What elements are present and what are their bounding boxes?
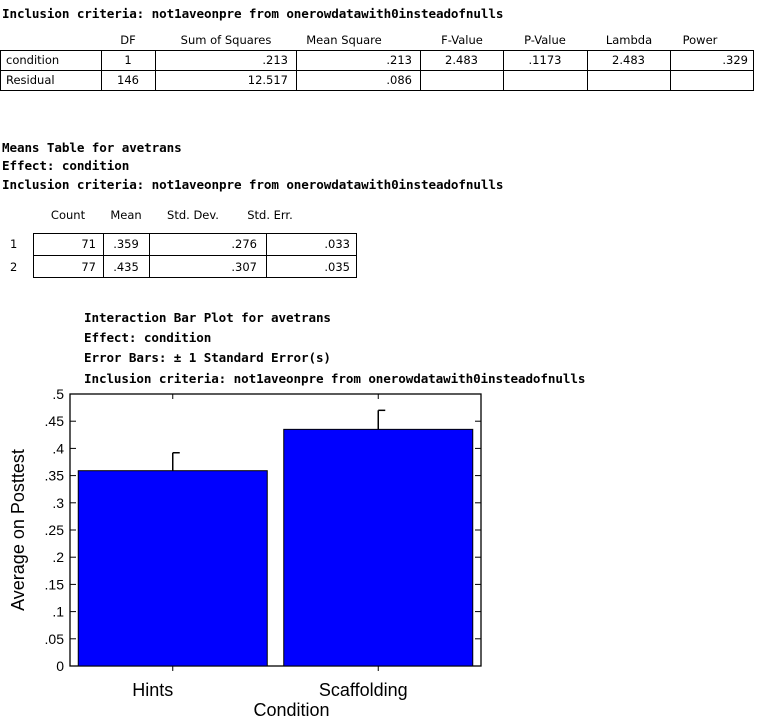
anova-cell: .1173: [528, 53, 562, 67]
anova-col-ss: Sum of Squares: [180, 33, 272, 47]
means-cell: .035: [324, 260, 350, 274]
y-tick-label: .25: [45, 522, 65, 538]
means-cell: .307: [231, 260, 257, 274]
means-cell: .276: [231, 237, 257, 251]
y-tick-label: .35: [45, 468, 65, 484]
y-tick-label: .2: [52, 549, 64, 565]
y-tick-label: .1: [52, 604, 64, 620]
bar-chart: 0 .05 .1 .15 .2 .25 .3 .35 .4 .45 .5 Hints Scaffoldi…: [8, 386, 482, 720]
anova-col-f: F-Value: [441, 33, 483, 47]
means-cell: 77: [81, 260, 96, 274]
anova-cell: .213: [386, 53, 412, 67]
anova-inclusion-header: Inclusion criteria: not1aveonpre from on…: [2, 6, 504, 21]
anova-cell: 1: [124, 53, 132, 67]
means-row-label: 1: [10, 237, 18, 251]
anova-col-p: P-Value: [524, 33, 566, 47]
anova-row-label: Residual: [6, 73, 55, 87]
anova-cell: .086: [386, 73, 412, 87]
y-tick-label: .5: [52, 386, 64, 402]
y-tick-label: .15: [45, 576, 65, 592]
plot-title: Interaction Bar Plot for avetrans: [84, 310, 331, 325]
means-cell: 71: [81, 237, 96, 251]
y-tick-label: .3: [52, 495, 64, 511]
means-inclusion: Inclusion criteria: not1aveonpre from on…: [2, 177, 504, 192]
bar-hints: [77, 470, 268, 667]
plot-inclusion: Inclusion criteria: not1aveonpre from on…: [84, 371, 586, 386]
means-col-count: Count: [50, 208, 86, 222]
means-col-se: Std. Err.: [247, 208, 293, 222]
anova-cell: .213: [262, 53, 288, 67]
bar-scaffolding: [283, 428, 474, 667]
plot-error-bars: Error Bars: ± 1 Standard Error(s): [84, 350, 331, 365]
y-tick-label: .05: [45, 631, 65, 647]
anova-cell: 2.483: [612, 53, 645, 67]
anova-col-power: Power: [682, 33, 718, 47]
anova-cell: 146: [117, 73, 139, 87]
means-cell: .435: [113, 260, 139, 274]
y-axis-title: Average on Posttest: [8, 449, 28, 611]
y-tick-label: .4: [52, 440, 64, 456]
means-effect: Effect: condition: [2, 158, 130, 173]
x-axis-title: Condition: [253, 700, 329, 720]
means-title: Means Table for avetrans: [2, 140, 182, 155]
means-row-label: 2: [10, 260, 18, 274]
anova-row-label: condition: [6, 53, 60, 67]
y-tick-label: .45: [45, 413, 65, 429]
anova-cell: 12.517: [247, 73, 288, 87]
means-cell: .033: [324, 237, 350, 251]
plot-effect: Effect: condition: [84, 330, 212, 345]
anova-col-ms: Mean Square: [306, 33, 382, 47]
y-tick-label: 0: [56, 658, 64, 674]
means-cell: .359: [113, 237, 139, 251]
means-col-mean: Mean: [110, 208, 142, 222]
means-col-sd: Std. Dev.: [167, 208, 219, 222]
anova-col-df: DF: [120, 33, 136, 47]
anova-cell: 2.483: [445, 53, 478, 67]
x-category-label: Scaffolding: [319, 680, 408, 700]
anova-cell: .329: [722, 53, 748, 67]
anova-col-lambda: Lambda: [605, 33, 653, 47]
x-category-label: Hints: [132, 680, 173, 700]
